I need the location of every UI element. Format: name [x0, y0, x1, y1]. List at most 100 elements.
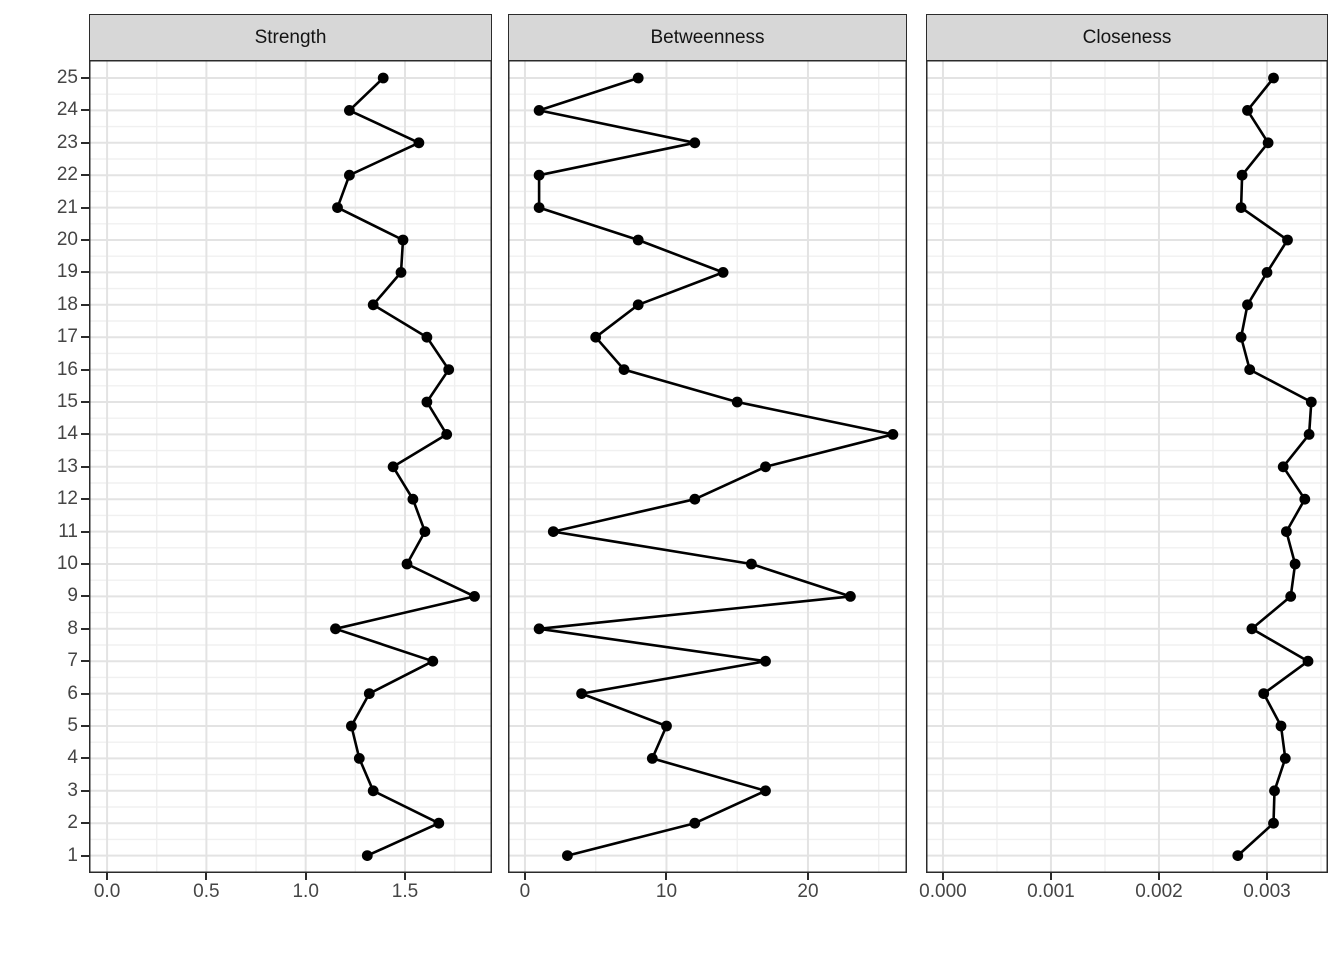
data-point — [689, 817, 701, 829]
data-point — [760, 785, 771, 797]
data-point — [632, 72, 644, 84]
x-axis-tick-label: 0.000 — [919, 881, 967, 902]
data-point — [1299, 493, 1311, 505]
y-axis-tick-label: 1 — [67, 844, 78, 866]
y-axis-tick-label: 5 — [67, 715, 78, 736]
y-axis-tick-label: 13 — [56, 455, 78, 477]
y-axis-tick-mark — [81, 239, 89, 241]
data-point — [618, 364, 630, 375]
y-axis-tick-label: 4 — [67, 747, 78, 769]
y-axis-tick-mark — [81, 498, 89, 501]
data-point — [377, 72, 389, 84]
y-axis-tick-mark — [81, 401, 89, 403]
y-axis-tick-mark — [81, 433, 89, 436]
data-point — [562, 850, 573, 861]
y-axis-tick-label: 8 — [67, 617, 78, 639]
panel-betweenness-plot-area — [508, 60, 907, 873]
data-point — [363, 688, 375, 699]
y-axis-tick-label: 11 — [58, 520, 78, 542]
facet-title-betweenness: Betweenness — [650, 26, 765, 48]
y-axis-tick-mark — [81, 725, 89, 727]
data-point — [1258, 688, 1270, 699]
x-axis-tick-mark — [205, 873, 208, 880]
data-point — [533, 105, 545, 116]
facet-title-strength: Strength — [254, 26, 327, 48]
data-point — [1268, 72, 1279, 84]
x-axis-tick-mark — [404, 873, 406, 880]
data-point — [1281, 526, 1292, 537]
y-axis-tick-label: 18 — [56, 293, 78, 315]
data-point — [401, 558, 413, 570]
x-axis-tick-mark — [106, 873, 109, 880]
data-point — [731, 396, 743, 408]
x-axis-tick-mark — [1157, 873, 1160, 880]
data-point — [1235, 202, 1247, 214]
data-point — [330, 623, 341, 635]
y-axis-tick-label: 2 — [67, 812, 78, 834]
x-axis-tick-label: 1.5 — [391, 881, 419, 902]
data-point — [344, 169, 355, 181]
x-axis-tick-label: 0.001 — [1027, 881, 1075, 902]
data-point — [367, 785, 379, 797]
data-point — [689, 493, 701, 505]
facet-strip-betweenness: Betweenness — [508, 14, 907, 61]
data-point — [689, 137, 701, 149]
data-point — [419, 526, 431, 537]
y-axis-tick-mark — [81, 174, 89, 177]
data-point — [1232, 850, 1244, 861]
data-point — [1242, 299, 1253, 311]
data-point — [433, 817, 445, 829]
data-point — [547, 526, 559, 537]
y-axis-tick-mark — [81, 465, 89, 468]
y-axis-tick-label: 3 — [67, 779, 78, 801]
y-axis-tick-mark — [81, 368, 89, 371]
y-axis-tick-mark — [81, 336, 89, 339]
y-axis-tick-label: 22 — [56, 164, 78, 186]
y-axis-tick-mark — [81, 595, 89, 598]
data-point — [760, 461, 771, 473]
data-point — [576, 688, 587, 699]
y-axis-tick-mark — [81, 822, 89, 825]
data-point — [1246, 623, 1258, 635]
panel-border — [89, 60, 492, 873]
x-axis-tick-label: 20 — [797, 881, 819, 902]
data-point — [397, 234, 409, 246]
y-axis-tick-label: 21 — [56, 196, 78, 218]
data-point — [421, 396, 433, 408]
data-point — [1302, 655, 1314, 667]
data-point — [646, 753, 658, 764]
facet-strip-strength: Strength — [89, 14, 492, 61]
y-axis-tick-label: 24 — [56, 99, 78, 121]
panel-border — [508, 60, 907, 873]
data-point — [413, 137, 425, 149]
data-point — [441, 429, 453, 440]
closeness-chart-svg — [926, 60, 1328, 873]
y-axis-tick-label: 17 — [56, 326, 78, 348]
data-point — [746, 558, 757, 570]
y-axis-tick-mark — [81, 530, 89, 533]
y-axis-tick-mark — [81, 109, 89, 112]
data-point — [845, 591, 856, 602]
data-point — [887, 429, 899, 440]
data-point — [443, 364, 455, 375]
y-axis-tick-mark — [81, 271, 89, 274]
data-point — [1275, 720, 1287, 732]
data-point — [332, 202, 343, 214]
data-point — [421, 331, 433, 343]
x-axis-tick-mark — [941, 873, 944, 880]
x-axis-tick-mark — [523, 873, 526, 880]
data-point — [344, 105, 355, 116]
x-axis-tick-label: 0 — [519, 881, 531, 902]
data-point — [1235, 331, 1247, 343]
y-axis-tick-label: 19 — [56, 261, 78, 283]
data-point — [1244, 364, 1256, 375]
data-point — [361, 850, 373, 861]
data-point — [760, 655, 771, 667]
data-point — [395, 267, 407, 278]
y-axis-tick-mark — [81, 660, 89, 663]
y-axis-tick-label: 15 — [56, 391, 78, 412]
y-axis-tick-mark — [81, 627, 89, 630]
y-axis-tick-label: 14 — [56, 423, 78, 445]
x-axis-tick-label: 0.0 — [93, 881, 121, 902]
